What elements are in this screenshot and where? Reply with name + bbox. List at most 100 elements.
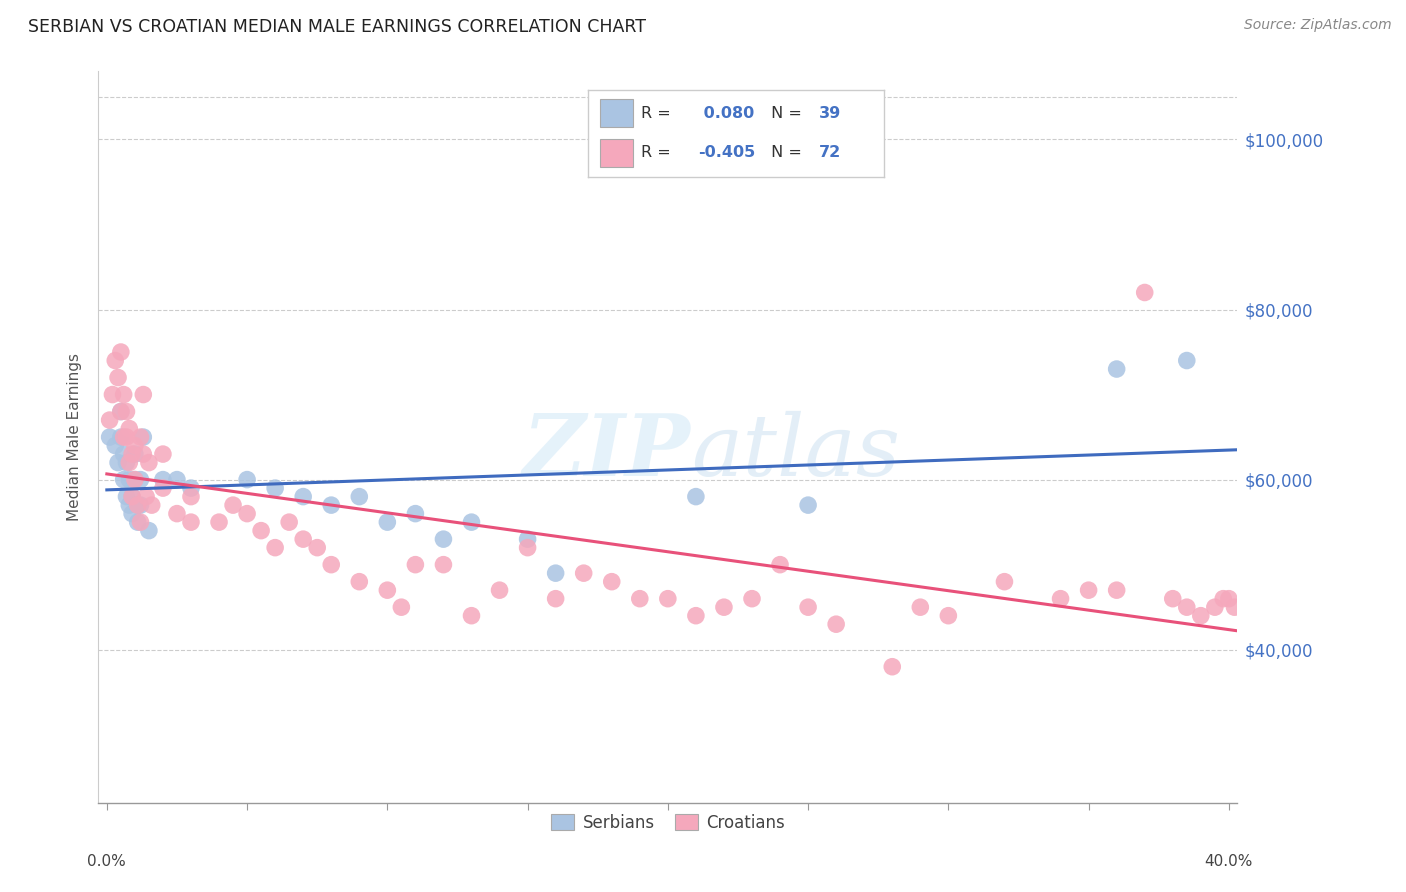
Point — [222, 498, 245, 512]
Point — [882, 659, 904, 673]
Point — [115, 404, 138, 418]
Point — [544, 566, 567, 581]
Point — [110, 404, 132, 418]
Point — [1133, 285, 1156, 300]
Text: 40.0%: 40.0% — [1205, 854, 1253, 869]
Point — [104, 353, 127, 368]
Point — [685, 608, 707, 623]
Point — [132, 430, 155, 444]
Point — [460, 515, 482, 529]
Point — [741, 591, 763, 606]
Point — [104, 439, 127, 453]
Point — [112, 430, 135, 444]
Text: SERBIAN VS CROATIAN MEDIAN MALE EARNINGS CORRELATION CHART: SERBIAN VS CROATIAN MEDIAN MALE EARNINGS… — [28, 18, 647, 36]
Point — [135, 490, 157, 504]
Point — [657, 591, 679, 606]
Point — [404, 558, 426, 572]
Point — [432, 532, 454, 546]
Point — [516, 532, 538, 546]
Point — [713, 600, 735, 615]
Point — [208, 515, 231, 529]
Point — [112, 447, 135, 461]
Point — [129, 430, 152, 444]
Point — [166, 507, 188, 521]
Point — [544, 591, 567, 606]
Point — [152, 473, 174, 487]
Point — [180, 490, 202, 504]
Point — [110, 430, 132, 444]
Point — [236, 507, 259, 521]
Point — [375, 583, 398, 598]
Point — [1223, 600, 1246, 615]
Point — [124, 439, 146, 453]
Point — [1105, 362, 1128, 376]
Point — [121, 447, 143, 461]
Text: atlas: atlas — [690, 410, 900, 493]
Point — [349, 574, 371, 589]
Point — [132, 387, 155, 401]
Point — [124, 473, 146, 487]
Point — [129, 498, 152, 512]
Point — [321, 498, 343, 512]
Point — [797, 600, 820, 615]
Point — [115, 456, 138, 470]
Point — [118, 473, 141, 487]
Point — [129, 473, 152, 487]
Point — [349, 490, 371, 504]
Legend: Serbians, Croatians: Serbians, Croatians — [544, 807, 792, 838]
Point — [152, 447, 174, 461]
Point — [110, 404, 132, 418]
Point — [1077, 583, 1099, 598]
Point — [375, 515, 398, 529]
Point — [127, 498, 149, 512]
Point — [516, 541, 538, 555]
Point — [127, 498, 149, 512]
Point — [1049, 591, 1071, 606]
Point — [1218, 591, 1240, 606]
Point — [250, 524, 273, 538]
Point — [152, 481, 174, 495]
Point — [278, 515, 301, 529]
Text: 0.0%: 0.0% — [87, 854, 127, 869]
Point — [404, 507, 426, 521]
Point — [1189, 608, 1212, 623]
Point — [180, 481, 202, 495]
Point — [107, 456, 129, 470]
Point — [121, 490, 143, 504]
Point — [138, 524, 160, 538]
Point — [307, 541, 329, 555]
Point — [180, 515, 202, 529]
Point — [121, 507, 143, 521]
Point — [236, 473, 259, 487]
Point — [101, 387, 124, 401]
Point — [118, 456, 141, 470]
Point — [910, 600, 932, 615]
Point — [107, 370, 129, 384]
Text: Source: ZipAtlas.com: Source: ZipAtlas.com — [1244, 18, 1392, 32]
Point — [129, 515, 152, 529]
Point — [797, 498, 820, 512]
Point — [460, 608, 482, 623]
Point — [98, 413, 121, 427]
Point — [1175, 353, 1198, 368]
Point — [138, 456, 160, 470]
Point — [628, 591, 651, 606]
Point — [685, 490, 707, 504]
Point — [1105, 583, 1128, 598]
Point — [115, 430, 138, 444]
Point — [292, 490, 315, 504]
Point — [1161, 591, 1184, 606]
Point — [264, 481, 287, 495]
Point — [292, 532, 315, 546]
Point — [166, 473, 188, 487]
Point — [124, 447, 146, 461]
Point — [118, 421, 141, 435]
Point — [264, 541, 287, 555]
Point — [115, 490, 138, 504]
Point — [110, 345, 132, 359]
Point — [389, 600, 412, 615]
Point — [141, 498, 163, 512]
Point — [124, 473, 146, 487]
Point — [432, 558, 454, 572]
Point — [572, 566, 595, 581]
